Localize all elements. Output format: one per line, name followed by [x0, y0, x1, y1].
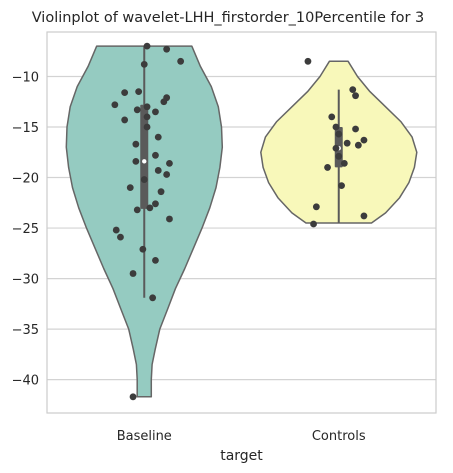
violin-iqr-box [140, 104, 149, 209]
y-axis-ticks: −10 −15 −20 −25 −30 −35 −40 [12, 70, 39, 388]
y-tick-label: −30 [12, 273, 39, 288]
data-point [152, 200, 159, 208]
data-point [328, 113, 336, 121]
data-point [143, 103, 151, 111]
data-point [360, 212, 368, 220]
y-tick-label: −35 [12, 323, 39, 338]
y-tick-label: −40 [12, 374, 39, 389]
data-point [112, 226, 120, 234]
data-point [160, 98, 168, 106]
data-point [343, 139, 351, 147]
y-tick-label: −10 [12, 70, 39, 85]
data-point [304, 57, 312, 65]
data-point [154, 167, 162, 174]
data-point [335, 152, 343, 160]
data-point [152, 256, 159, 264]
data-point [139, 245, 147, 253]
y-tick-label: −25 [12, 222, 39, 237]
data-point [126, 184, 134, 192]
data-point [332, 123, 340, 131]
data-point [154, 133, 162, 141]
data-point [132, 157, 140, 165]
x-tick-label: Controls [312, 429, 366, 444]
data-point [324, 164, 331, 171]
data-point [349, 86, 357, 94]
data-point [146, 204, 154, 212]
x-axis-label: target [220, 448, 263, 464]
data-point [143, 42, 151, 50]
data-point [129, 270, 137, 277]
data-point [152, 151, 159, 159]
data-point [111, 101, 119, 109]
data-point [163, 171, 171, 178]
data-point [129, 393, 137, 401]
data-point [135, 88, 143, 96]
data-point [140, 60, 148, 68]
violins [65, 45, 418, 398]
data-point [133, 106, 141, 114]
data-point [177, 57, 185, 65]
data-point [352, 92, 359, 100]
data-point [152, 108, 159, 116]
data-point [143, 123, 151, 131]
data-point [340, 159, 348, 167]
x-axis-ticks: Baseline Controls [117, 429, 366, 444]
data-point [121, 89, 129, 97]
data-point [310, 220, 317, 228]
data-point [332, 144, 340, 152]
chart-title: Violinplot of wavelet-LHH_firstorder_10P… [32, 10, 425, 26]
violin-median [142, 159, 147, 164]
data-point [143, 113, 151, 121]
data-point [360, 136, 368, 144]
data-point [117, 233, 124, 241]
data-point [132, 140, 140, 148]
data-point [157, 188, 165, 196]
data-point [133, 206, 141, 214]
data-point [166, 159, 173, 167]
data-point [121, 116, 129, 124]
y-tick-label: −20 [12, 172, 39, 187]
data-points [111, 42, 368, 401]
data-point [140, 176, 148, 183]
x-tick-label: Baseline [117, 429, 172, 444]
plot-frame [46, 31, 437, 414]
data-point [149, 294, 157, 302]
data-point [166, 215, 173, 223]
data-point [335, 130, 343, 138]
y-tick-label: −15 [12, 121, 39, 136]
data-point [338, 182, 345, 190]
data-point [352, 125, 359, 133]
data-point [354, 141, 362, 149]
data-point [312, 203, 320, 211]
data-point [163, 45, 171, 53]
